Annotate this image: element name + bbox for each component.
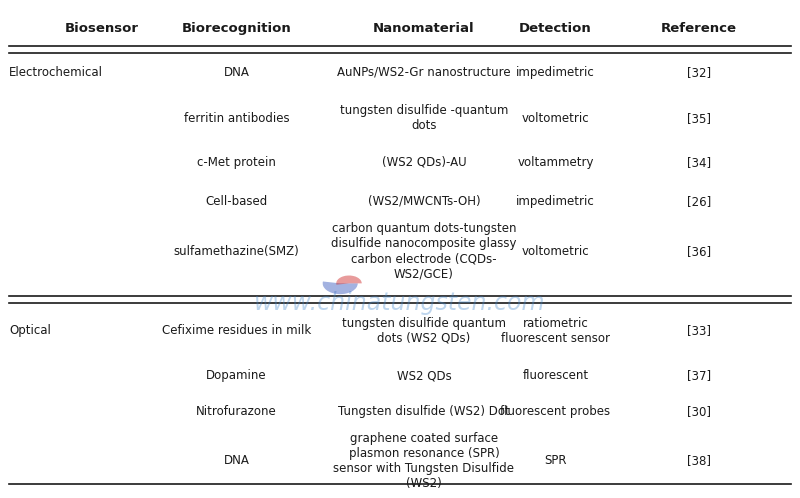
Text: SPR: SPR [544,454,566,468]
Text: Nanomaterial: Nanomaterial [373,22,474,35]
Text: fluorescent: fluorescent [522,369,589,382]
Text: [35]: [35] [687,112,711,124]
Text: Electrochemical: Electrochemical [10,66,103,79]
Text: [32]: [32] [687,66,711,79]
Text: fluorescent probes: fluorescent probes [500,405,610,418]
Text: ferritin antibodies: ferritin antibodies [184,112,290,124]
Text: Nitrofurazone: Nitrofurazone [196,405,277,418]
Text: [26]: [26] [687,195,711,208]
Text: graphene coated surface
plasmon resonance (SPR)
sensor with Tungsten Disulfide
(: graphene coated surface plasmon resonanc… [334,432,514,490]
Text: Biorecognition: Biorecognition [182,22,291,35]
Text: www.chinatungsten.com: www.chinatungsten.com [254,291,546,315]
Text: [34]: [34] [687,156,711,169]
Text: c-Met protein: c-Met protein [197,156,276,169]
Text: Tungsten disulfide (WS2) Dot: Tungsten disulfide (WS2) Dot [338,405,510,418]
Text: (WS2 QDs)-AU: (WS2 QDs)-AU [382,156,466,169]
Text: [30]: [30] [687,405,711,418]
Text: Reference: Reference [661,22,737,35]
Text: tungsten disulfide -quantum
dots: tungsten disulfide -quantum dots [340,104,508,132]
Text: [37]: [37] [687,369,711,382]
Text: [33]: [33] [687,324,711,338]
Text: tungsten disulfide quantum
dots (WS2 QDs): tungsten disulfide quantum dots (WS2 QDs… [342,317,506,345]
Text: carbon quantum dots-tungsten
disulfide nanocomposite glassy
carbon electrode (CQ: carbon quantum dots-tungsten disulfide n… [331,223,517,280]
Text: DNA: DNA [224,66,250,79]
Text: Dopamine: Dopamine [206,369,267,382]
Text: DNA: DNA [224,454,250,468]
Text: AuNPs/WS2-Gr nanostructure: AuNPs/WS2-Gr nanostructure [337,66,510,79]
Wedge shape [322,281,358,294]
Text: Cefixime residues in milk: Cefixime residues in milk [162,324,311,338]
Text: sulfamethazine(SMZ): sulfamethazine(SMZ) [174,245,299,258]
Wedge shape [336,275,362,285]
Text: [38]: [38] [687,454,711,468]
Text: Biosensor: Biosensor [65,22,139,35]
Text: [36]: [36] [687,245,711,258]
Text: (WS2/MWCNTs-OH): (WS2/MWCNTs-OH) [368,195,480,208]
Text: Cell-based: Cell-based [206,195,268,208]
Text: voltammetry: voltammetry [518,156,594,169]
Text: Detection: Detection [519,22,592,35]
Text: Optical: Optical [10,324,51,338]
Text: impedimetric: impedimetric [516,66,595,79]
Text: WS2 QDs: WS2 QDs [397,369,451,382]
Text: ratiometric
fluorescent sensor: ratiometric fluorescent sensor [501,317,610,345]
Text: voltometric: voltometric [522,112,590,124]
Text: voltometric: voltometric [522,245,590,258]
Text: impedimetric: impedimetric [516,195,595,208]
